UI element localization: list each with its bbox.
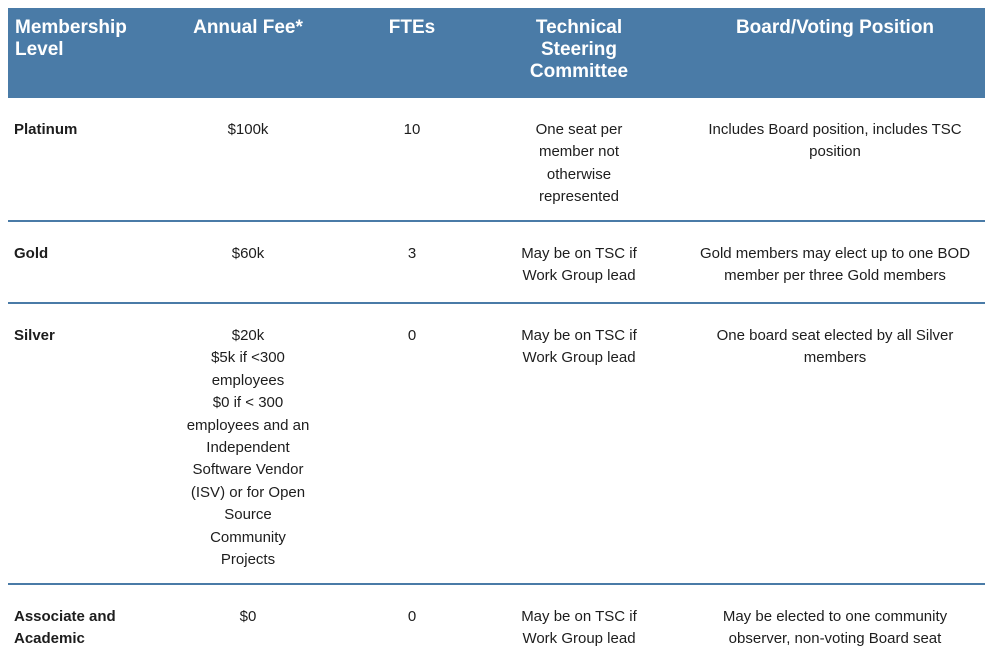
technical-steering-committee-cell: May be on TSC if Work Group lead	[521, 608, 637, 648]
membership-level-cell: Associate and Academic	[14, 608, 116, 647]
membership-level-cell: Silver	[14, 327, 55, 344]
table-row-platinum: Platinum $100k 10 One seat per member no…	[8, 98, 985, 221]
table-row-associate-and-academic: Associate and Academic $0 0 May be on TS…	[8, 584, 985, 672]
table-row-gold: Gold $60k 3 May be on TSC if Work Group …	[8, 221, 985, 303]
membership-level-cell: Gold	[14, 245, 49, 262]
column-header-membership-level: Membership Level	[8, 8, 145, 98]
annual-fee-cell: $60k	[231, 245, 265, 262]
membership-level-cell: Platinum	[14, 121, 78, 138]
ftes-cell: 0	[407, 608, 417, 625]
technical-steering-committee-cell: May be on TSC if Work Group lead	[521, 327, 637, 367]
column-header-board-voting-position: Board/Voting Position	[685, 8, 985, 98]
annual-fee-cell: $100k	[227, 121, 269, 138]
board-voting-position-cell: May be elected to one community observer…	[722, 608, 948, 648]
annual-fee-cell: $0	[239, 608, 257, 625]
annual-fee-cell: $20k $5k if <300 employees $0 if < 300 e…	[186, 327, 310, 569]
technical-steering-committee-cell: May be on TSC if Work Group lead	[521, 245, 637, 285]
table-row-silver: Silver $20k $5k if <300 employees $0 if …	[8, 303, 985, 584]
column-header-technical-steering-committee: Technical Steering Committee	[473, 8, 685, 98]
technical-steering-committee-cell: One seat per member not otherwise repres…	[535, 121, 623, 206]
membership-table: Membership Level Annual Fee* FTEs Techni…	[8, 8, 985, 672]
column-header-ftes: FTEs	[351, 8, 473, 98]
board-voting-position-cell: Includes Board position, includes TSC po…	[708, 121, 962, 161]
board-voting-position-cell: One board seat elected by all Silver mem…	[716, 327, 954, 367]
ftes-cell: 3	[407, 245, 417, 262]
column-header-annual-fee: Annual Fee*	[145, 8, 351, 98]
board-voting-position-cell: Gold members may elect up to one BOD mem…	[699, 245, 971, 285]
table-header-row: Membership Level Annual Fee* FTEs Techni…	[8, 8, 985, 98]
ftes-cell: 0	[407, 327, 417, 344]
ftes-cell: 10	[403, 121, 421, 138]
